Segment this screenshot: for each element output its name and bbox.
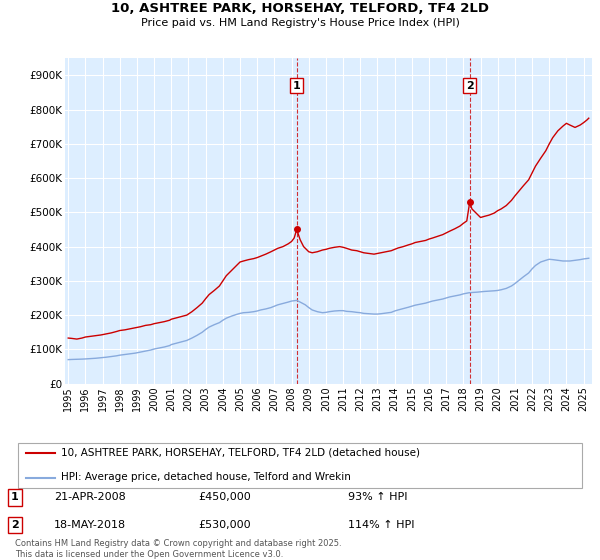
Text: HPI: Average price, detached house, Telford and Wrekin: HPI: Average price, detached house, Telf…: [61, 473, 351, 483]
Text: £530,000: £530,000: [198, 520, 251, 530]
Text: 10, ASHTREE PARK, HORSEHAY, TELFORD, TF4 2LD: 10, ASHTREE PARK, HORSEHAY, TELFORD, TF4…: [111, 2, 489, 15]
Text: Price paid vs. HM Land Registry's House Price Index (HPI): Price paid vs. HM Land Registry's House …: [140, 18, 460, 29]
Text: 2: 2: [466, 81, 473, 91]
Text: 1: 1: [11, 492, 19, 502]
Text: 10, ASHTREE PARK, HORSEHAY, TELFORD, TF4 2LD (detached house): 10, ASHTREE PARK, HORSEHAY, TELFORD, TF4…: [61, 447, 420, 458]
Text: Contains HM Land Registry data © Crown copyright and database right 2025.
This d: Contains HM Land Registry data © Crown c…: [15, 539, 341, 559]
Text: £450,000: £450,000: [198, 492, 251, 502]
Text: 1: 1: [293, 81, 301, 91]
Text: 114% ↑ HPI: 114% ↑ HPI: [348, 520, 415, 530]
Text: 93% ↑ HPI: 93% ↑ HPI: [348, 492, 407, 502]
Text: 21-APR-2008: 21-APR-2008: [54, 492, 126, 502]
Text: 18-MAY-2018: 18-MAY-2018: [54, 520, 126, 530]
Text: 2: 2: [11, 520, 19, 530]
